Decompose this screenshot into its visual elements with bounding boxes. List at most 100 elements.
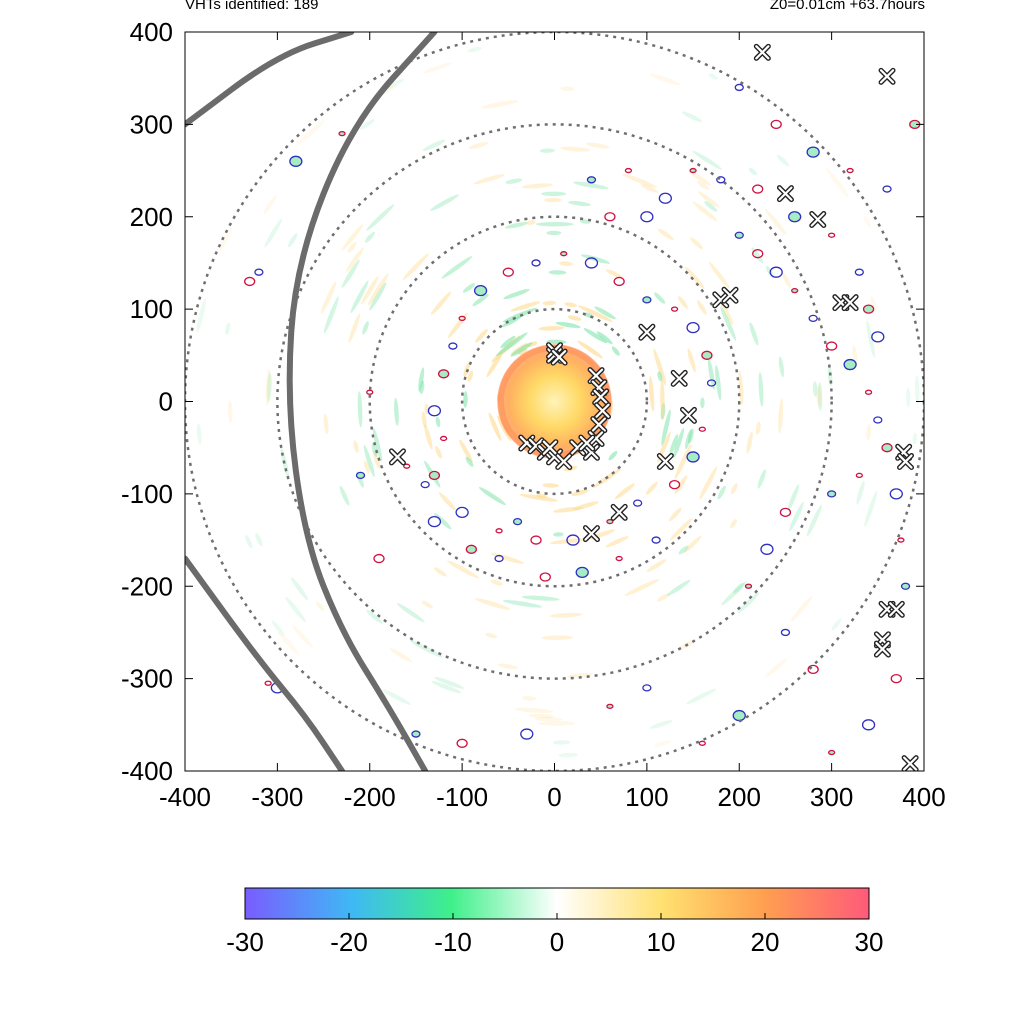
contour-cell xyxy=(734,231,744,239)
contour-cell xyxy=(668,479,681,490)
texture-band xyxy=(521,595,560,601)
contour-cell xyxy=(769,266,783,278)
texture-band xyxy=(459,439,473,463)
texture-band xyxy=(684,429,693,450)
texture-band xyxy=(367,273,389,306)
texture-band xyxy=(657,228,674,240)
texture-band xyxy=(265,368,271,406)
texture-band xyxy=(764,658,788,678)
contour-cell xyxy=(701,350,713,360)
texture-band xyxy=(825,167,849,198)
texture-band xyxy=(649,73,681,86)
texture-band xyxy=(485,632,498,639)
contour-cell xyxy=(613,276,625,287)
texture-band xyxy=(816,385,822,407)
texture-band xyxy=(611,346,620,356)
contour-cell xyxy=(575,566,589,579)
texture-band xyxy=(778,356,785,378)
texture-band xyxy=(544,197,562,203)
vht-marker-core xyxy=(889,602,904,617)
texture-band xyxy=(560,86,575,91)
texture-band xyxy=(255,532,263,547)
texture-band xyxy=(363,445,375,478)
contour-cell xyxy=(264,680,272,686)
vht-marker-core xyxy=(588,431,604,446)
texture-band xyxy=(285,596,306,623)
texture-band xyxy=(622,173,658,188)
texture-band xyxy=(528,713,554,719)
texture-band xyxy=(430,194,460,211)
contour-cell xyxy=(873,416,883,424)
texture-band xyxy=(560,146,590,152)
texture-band xyxy=(360,119,375,130)
texture-band xyxy=(758,372,764,407)
texture-band xyxy=(738,370,744,406)
texture-band xyxy=(538,326,565,331)
vht-marker-core xyxy=(713,292,728,307)
vht-marker-core xyxy=(390,449,405,465)
texture-band xyxy=(447,560,479,579)
texture-band xyxy=(347,242,357,253)
texture-band xyxy=(641,184,659,193)
contour-cell xyxy=(825,341,838,351)
texture-band xyxy=(434,676,465,689)
texture-band xyxy=(552,506,584,513)
texture-band xyxy=(812,381,818,397)
vht-marker-core xyxy=(722,288,738,303)
contour-cell xyxy=(632,499,643,507)
vht-marker xyxy=(592,388,610,406)
texture-band xyxy=(605,536,629,548)
contour-cell xyxy=(827,232,836,238)
texture-band xyxy=(674,444,692,480)
texture-band xyxy=(608,450,618,461)
x-tick-label: -100 xyxy=(436,782,488,812)
vht-marker xyxy=(638,323,656,341)
contour-cell xyxy=(512,517,523,526)
contour-cell xyxy=(827,749,836,756)
vht-marker-core xyxy=(903,756,918,771)
texture-band xyxy=(290,577,308,601)
contour-cell xyxy=(448,342,458,350)
vht-count-label: VHTs identified: 189 xyxy=(185,0,319,13)
contour-cell xyxy=(734,83,744,92)
texture-band xyxy=(278,631,300,656)
texture-band xyxy=(402,253,429,280)
texture-band xyxy=(751,247,764,264)
texture-band xyxy=(790,596,813,622)
texture-band xyxy=(559,261,573,266)
texture-band xyxy=(522,696,537,701)
texture-band xyxy=(817,382,823,411)
texture-band xyxy=(510,301,541,312)
vht-marker xyxy=(887,600,905,618)
texture-band xyxy=(521,183,553,189)
texture-band xyxy=(422,139,446,151)
texture-band xyxy=(866,320,875,358)
contour-cell xyxy=(732,709,746,722)
texture-band xyxy=(394,397,399,426)
vht-marker xyxy=(878,67,896,85)
texture-band xyxy=(536,221,574,227)
contour-cell xyxy=(862,304,875,314)
texture-band xyxy=(688,428,694,444)
texture-band xyxy=(373,450,381,469)
y-tick-label: 300 xyxy=(130,109,173,139)
texture-band xyxy=(463,391,468,408)
texture-band xyxy=(578,305,613,322)
vht-marker xyxy=(721,286,739,304)
texture-band xyxy=(806,504,822,537)
vht-marker xyxy=(670,369,688,387)
texture-band xyxy=(468,141,489,149)
contour-cell xyxy=(615,555,623,562)
texture-band xyxy=(478,487,506,506)
texture-band xyxy=(541,635,573,640)
texture-band xyxy=(424,424,433,450)
contour-cell xyxy=(624,167,633,174)
texture-band xyxy=(421,411,427,428)
contour-cell xyxy=(780,628,791,637)
vht-marker-core xyxy=(898,454,913,469)
texture-band xyxy=(683,535,702,553)
texture-band xyxy=(503,288,530,300)
contour-cell xyxy=(338,130,346,137)
texture-band xyxy=(583,328,608,344)
